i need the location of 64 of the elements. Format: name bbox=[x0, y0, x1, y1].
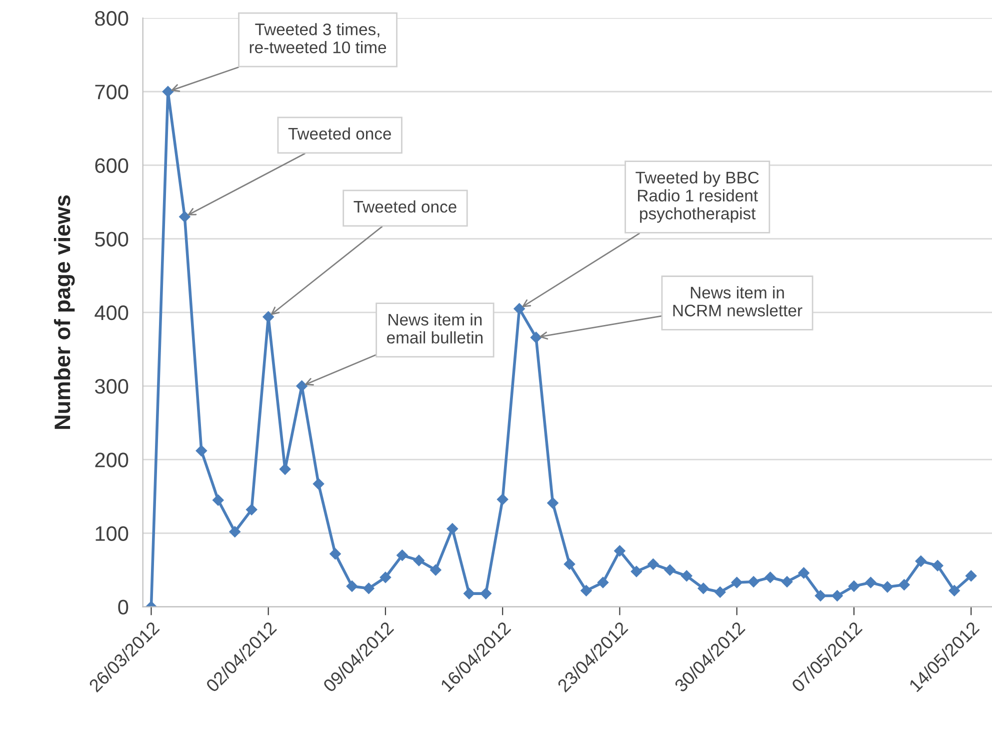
point bbox=[514, 303, 525, 314]
point bbox=[547, 497, 558, 509]
point bbox=[580, 585, 592, 596]
point bbox=[496, 494, 508, 505]
point bbox=[714, 586, 726, 598]
point bbox=[246, 504, 258, 516]
y-tick-label: 400 bbox=[94, 305, 128, 320]
annotation: Tweeted by BBC Radio 1 resident psychotherapist bbox=[636, 171, 759, 223]
point bbox=[346, 580, 358, 592]
y-tick-label: 0 bbox=[118, 600, 128, 615]
point bbox=[480, 588, 492, 600]
annotation: Tweeted once bbox=[288, 127, 392, 140]
point bbox=[648, 558, 659, 570]
point bbox=[380, 572, 392, 583]
point bbox=[814, 590, 826, 602]
point bbox=[915, 556, 926, 567]
point bbox=[882, 581, 894, 593]
point bbox=[681, 570, 692, 582]
point bbox=[396, 550, 408, 561]
y-axis-title: Number of page views bbox=[54, 195, 75, 429]
point bbox=[196, 445, 208, 456]
point bbox=[229, 526, 240, 538]
y-tick-label: 600 bbox=[95, 158, 128, 173]
point bbox=[413, 554, 425, 566]
point bbox=[630, 566, 642, 578]
annotation: News item in email bulletin bbox=[387, 313, 483, 344]
point bbox=[781, 576, 793, 588]
point bbox=[162, 86, 174, 98]
point bbox=[430, 564, 442, 576]
annotation: Tweeted once bbox=[354, 200, 456, 213]
point bbox=[948, 585, 960, 596]
point bbox=[279, 464, 291, 475]
y-tick-label: 500 bbox=[95, 232, 128, 247]
point bbox=[965, 570, 977, 582]
point bbox=[446, 523, 458, 534]
point bbox=[798, 567, 810, 579]
point bbox=[330, 548, 341, 560]
point bbox=[898, 579, 910, 590]
point bbox=[664, 564, 676, 576]
annotation: News item in NCRM newsletter bbox=[673, 286, 802, 316]
point bbox=[764, 572, 776, 583]
point bbox=[179, 211, 190, 222]
point bbox=[464, 588, 475, 600]
point bbox=[530, 332, 542, 344]
y-tick-label: 800 bbox=[95, 11, 128, 26]
point bbox=[564, 558, 576, 570]
point bbox=[848, 580, 860, 592]
point bbox=[731, 576, 742, 588]
point bbox=[865, 576, 876, 588]
point bbox=[212, 494, 224, 506]
y-tick-label: 200 bbox=[95, 452, 128, 468]
point bbox=[312, 478, 324, 490]
point bbox=[597, 576, 609, 588]
point bbox=[363, 582, 374, 594]
y-tick-label: 700 bbox=[95, 84, 128, 100]
y-tick-label: 100 bbox=[96, 526, 128, 541]
point bbox=[262, 311, 274, 322]
point bbox=[932, 560, 944, 572]
point bbox=[698, 582, 709, 594]
annotation: Tweeted 3 times, re-tweeted 10 time bbox=[250, 23, 386, 54]
point bbox=[748, 576, 760, 588]
point bbox=[832, 590, 843, 602]
point bbox=[614, 545, 626, 556]
y-tick-label: 300 bbox=[95, 379, 128, 394]
